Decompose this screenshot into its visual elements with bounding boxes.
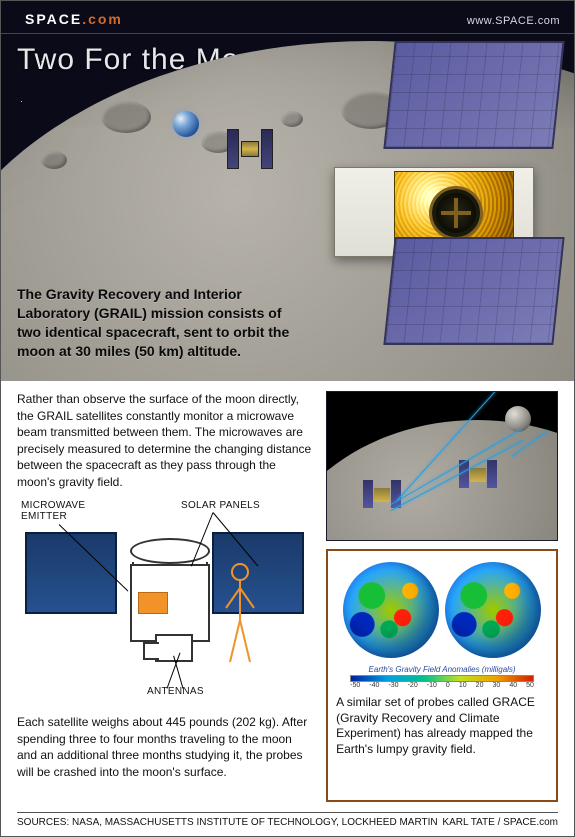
diagram-human-scale <box>220 562 260 672</box>
scale-title: Earth's Gravity Field Anomalies (milliga… <box>336 665 548 674</box>
gravity-globe-west <box>343 562 439 658</box>
instrument-ring <box>432 189 480 237</box>
spacecraft-diagram: MICROWAVE EMITTER SOLAR PANELS ANTENNAS <box>17 500 312 710</box>
brand-url: www.SPACE.com <box>467 15 560 27</box>
globes-row <box>336 557 548 663</box>
color-scale: Earth's Gravity Field Anomalies (milliga… <box>336 665 548 689</box>
left-para-2: Each satellite weighs about 445 pounds (… <box>17 714 312 780</box>
satellite-near <box>314 71 554 331</box>
scale-tick-labels: -50-40-30-20-1001020304050 <box>350 682 534 689</box>
solar-panel-top <box>383 41 564 149</box>
header-rule <box>1 33 574 34</box>
brand-logo: SPACE.com <box>25 11 123 27</box>
body-columns: Rather than observe the surface of the m… <box>17 391 558 802</box>
gravity-globe-east <box>445 562 541 658</box>
beam-sat-a <box>363 480 401 510</box>
label-microwave-emitter: MICROWAVE EMITTER <box>21 500 91 522</box>
scale-gradient-bar <box>350 675 534 682</box>
sources-text: SOURCES: NASA, MASSACHUSETTS INSTITUTE O… <box>17 817 438 828</box>
distant-moon-icon <box>505 406 531 432</box>
left-column: Rather than observe the surface of the m… <box>17 391 312 802</box>
hero-panel: SPACE.com www.SPACE.com Two For the Moon… <box>1 1 574 381</box>
earth-icon <box>173 111 199 137</box>
credit-text: KARL TATE / SPACE.com <box>442 817 558 828</box>
logo-text: SPACE <box>25 11 82 27</box>
hero-caption: The Gravity Recovery and Interior Labora… <box>17 285 297 361</box>
left-para-1: Rather than observe the surface of the m… <box>17 391 312 490</box>
diagram-emitter <box>138 592 168 614</box>
moon-arc <box>326 420 558 541</box>
beam-inset <box>326 391 558 541</box>
solar-panel-bottom <box>383 237 564 345</box>
diagram-cylinder <box>130 538 210 564</box>
globes-caption: A similar set of probes called GRACE (Gr… <box>336 695 548 757</box>
diagram-panel-left <box>25 532 117 614</box>
logo-suffix: .com <box>82 11 123 27</box>
infographic-page: { "header": { "logo_text": "SPACE", "log… <box>0 0 575 837</box>
label-solar-panels: SOLAR PANELS <box>181 500 260 511</box>
satellite-far <box>227 129 273 171</box>
footer: SOURCES: NASA, MASSACHUSETTS INSTITUTE O… <box>17 812 558 828</box>
globes-inset: Earth's Gravity Field Anomalies (milliga… <box>326 549 558 802</box>
right-column: Earth's Gravity Field Anomalies (milliga… <box>326 391 558 802</box>
label-antennas: ANTENNAS <box>147 686 204 697</box>
